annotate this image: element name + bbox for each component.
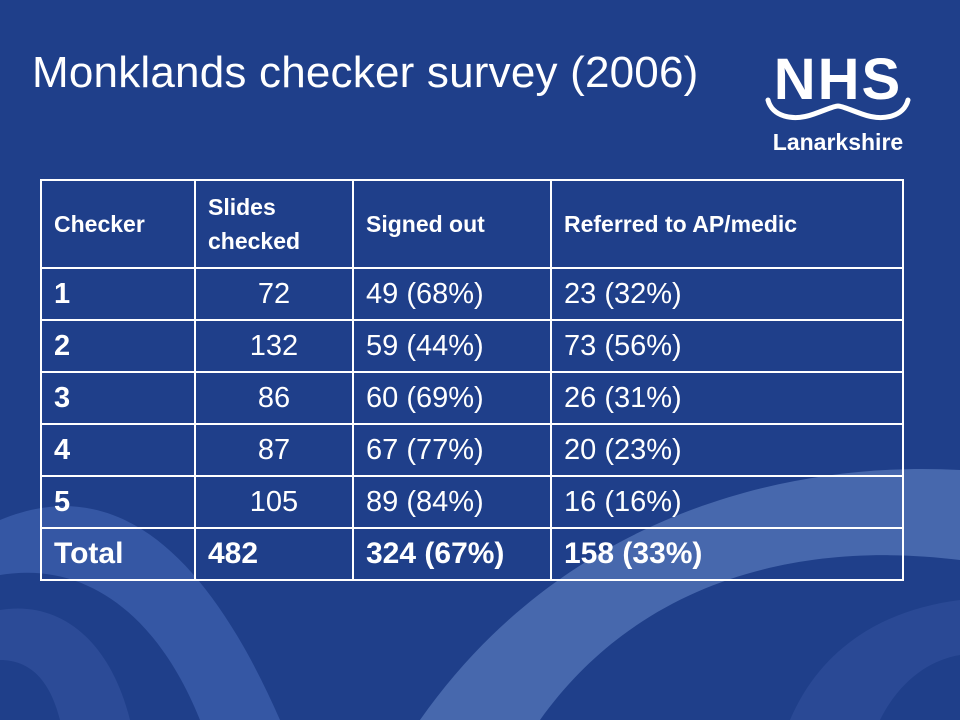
- cell-referred: 20 (23%): [550, 423, 904, 477]
- header-referred: Referred to AP/medic: [550, 179, 904, 269]
- cell-referred: 73 (56%): [550, 319, 904, 373]
- slide-title: Monklands checker survey (2006): [32, 48, 699, 97]
- cell-signed-out: 89 (84%): [352, 475, 552, 529]
- total-slides: 482: [194, 527, 354, 581]
- table-row: 5 105 89 (84%) 16 (16%): [40, 475, 904, 529]
- table-row: 1 72 49 (68%) 23 (32%): [40, 267, 904, 321]
- cell-signed-out: 49 (68%): [352, 267, 552, 321]
- cell-checker: 2: [40, 319, 196, 373]
- header-checker: Checker: [40, 179, 196, 269]
- table-total-row: Total 482 324 (67%) 158 (33%): [40, 527, 904, 581]
- cell-signed-out: 60 (69%): [352, 371, 552, 425]
- logo-subtitle: Lanarkshire: [772, 129, 904, 155]
- cell-referred: 16 (16%): [550, 475, 904, 529]
- cell-checker: 3: [40, 371, 196, 425]
- total-referred: 158 (33%): [550, 527, 904, 581]
- total-label: Total: [40, 527, 196, 581]
- header-signed-out: Signed out: [352, 179, 552, 269]
- survey-table: Checker Slides checked Signed out Referr…: [40, 179, 904, 581]
- cell-slides: 87: [194, 423, 354, 477]
- table-row: 3 86 60 (69%) 26 (31%): [40, 371, 904, 425]
- logo-swoosh-icon: [765, 97, 911, 120]
- cell-referred: 23 (32%): [550, 267, 904, 321]
- cell-slides: 105: [194, 475, 354, 529]
- cell-checker: 4: [40, 423, 196, 477]
- total-signed-out: 324 (67%): [352, 527, 552, 581]
- nhs-lanarkshire-logo: NHS Lanarkshire: [758, 47, 918, 162]
- table-row: 2 132 59 (44%) 73 (56%): [40, 319, 904, 373]
- table-header-row: Checker Slides checked Signed out Referr…: [40, 179, 904, 269]
- cell-slides: 72: [194, 267, 354, 321]
- cell-checker: 5: [40, 475, 196, 529]
- cell-signed-out: 67 (77%): [352, 423, 552, 477]
- table-row: 4 87 67 (77%) 20 (23%): [40, 423, 904, 477]
- cell-signed-out: 59 (44%): [352, 319, 552, 373]
- nhs-logo-mark: NHS: [773, 47, 903, 112]
- cell-checker: 1: [40, 267, 196, 321]
- header-slides-checked: Slides checked: [194, 179, 354, 269]
- cell-slides: 86: [194, 371, 354, 425]
- cell-slides: 132: [194, 319, 354, 373]
- cell-referred: 26 (31%): [550, 371, 904, 425]
